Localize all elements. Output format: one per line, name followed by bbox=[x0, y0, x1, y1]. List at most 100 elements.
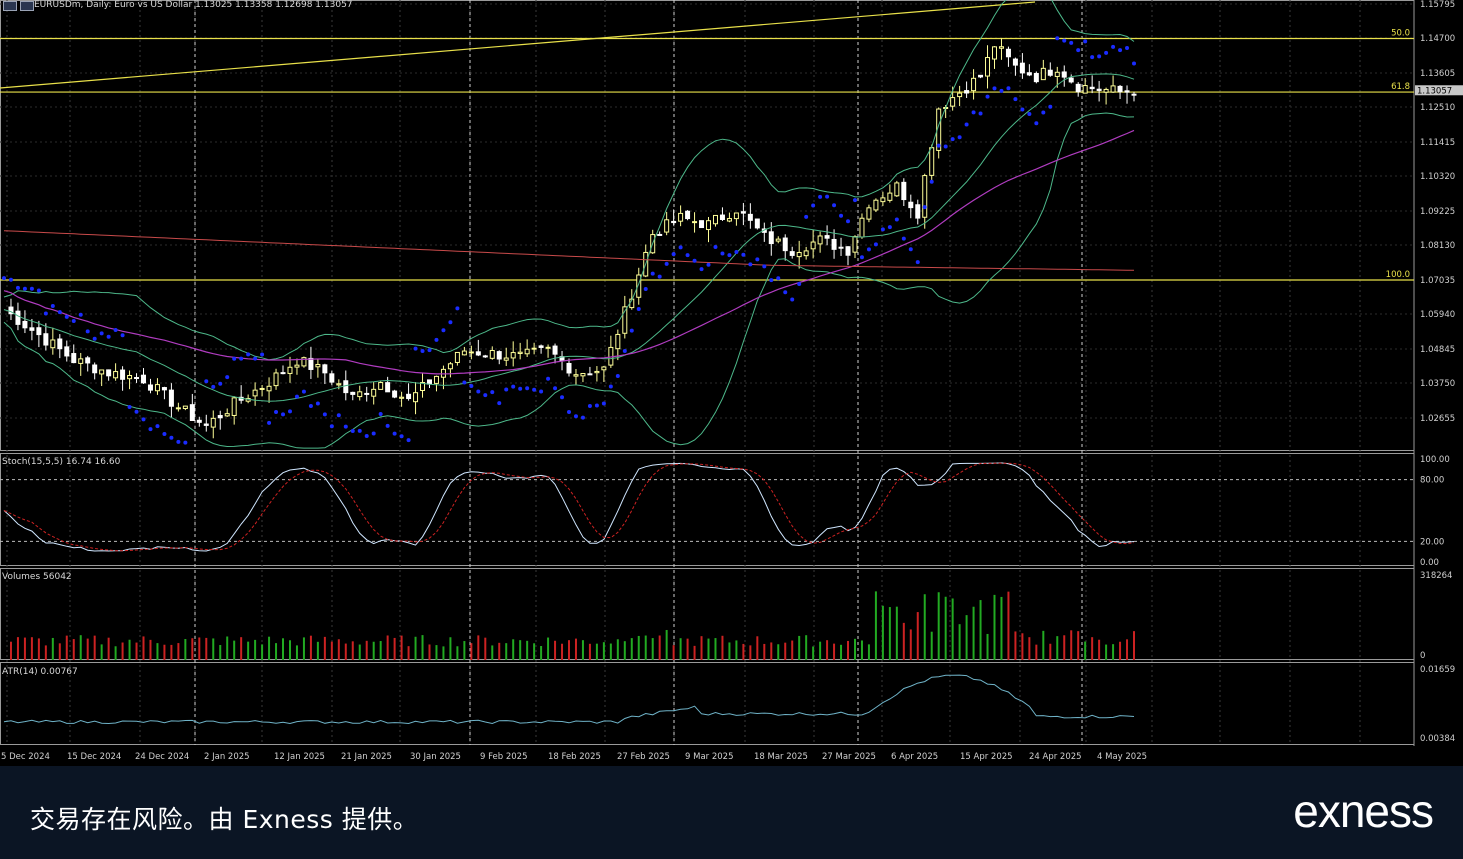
sar-dot bbox=[615, 374, 620, 379]
candle-body bbox=[99, 369, 105, 375]
sar-dot bbox=[504, 387, 509, 392]
sar-dot bbox=[1006, 86, 1011, 91]
sar-dot bbox=[922, 205, 927, 210]
candle-body bbox=[50, 339, 56, 349]
candle-body bbox=[1005, 48, 1011, 58]
candle bbox=[85, 355, 91, 372]
candle-body bbox=[189, 404, 195, 421]
sar-dot bbox=[601, 401, 606, 406]
sar-dot bbox=[294, 394, 299, 399]
candle-body bbox=[364, 392, 370, 395]
candle-body bbox=[531, 347, 537, 350]
sar-dot bbox=[1027, 111, 1032, 116]
chart-window-icon[interactable] bbox=[3, 1, 17, 11]
sar-dot bbox=[364, 433, 369, 438]
candle bbox=[43, 323, 49, 351]
candle-body bbox=[957, 92, 963, 98]
candle-body bbox=[329, 373, 335, 383]
sar-dot bbox=[818, 194, 823, 199]
sar-dot bbox=[413, 346, 418, 351]
sar-dot bbox=[371, 431, 376, 436]
sar-dot bbox=[476, 389, 481, 394]
sar-dot bbox=[511, 384, 516, 389]
symbol-properties-icon[interactable] bbox=[20, 1, 34, 11]
candle bbox=[127, 370, 133, 390]
candle-body bbox=[880, 197, 886, 203]
candle-body bbox=[922, 175, 928, 218]
candle-body bbox=[1103, 88, 1109, 93]
sar-dot bbox=[427, 348, 432, 353]
candle-body bbox=[147, 384, 153, 391]
sar-dot bbox=[329, 424, 334, 429]
candle bbox=[71, 344, 77, 364]
candle bbox=[789, 246, 795, 259]
candle bbox=[141, 368, 147, 384]
candle bbox=[580, 372, 586, 383]
candle-body bbox=[29, 327, 35, 331]
sar-dot bbox=[260, 352, 265, 357]
sar-dot bbox=[748, 262, 753, 267]
sar-dot bbox=[664, 261, 669, 266]
candle bbox=[447, 361, 453, 378]
sar-dot bbox=[1097, 54, 1102, 59]
sar-dot bbox=[113, 327, 118, 332]
candle bbox=[99, 369, 105, 387]
candle bbox=[329, 370, 335, 386]
candle-body bbox=[538, 345, 544, 348]
candle bbox=[1061, 65, 1067, 87]
sar-dot bbox=[762, 264, 767, 269]
sar-dot bbox=[929, 179, 934, 184]
sar-dot bbox=[776, 276, 781, 281]
candle-body bbox=[789, 251, 795, 256]
candle bbox=[1068, 74, 1074, 84]
candle bbox=[733, 212, 739, 226]
candle-body bbox=[831, 238, 837, 250]
sar-dot bbox=[915, 260, 920, 265]
candle bbox=[224, 408, 230, 417]
candle bbox=[175, 402, 181, 412]
candle bbox=[36, 320, 42, 348]
time-axis-label: 24 Dec 2024 bbox=[135, 752, 189, 762]
candle-body bbox=[280, 372, 286, 375]
sar-dot bbox=[399, 434, 404, 439]
candle-body bbox=[719, 214, 725, 220]
price-chart[interactable]: 1.15795 1.14700 1.13605 1.12510 1.11415 1.103… bbox=[0, 0, 1463, 766]
candle-body bbox=[706, 220, 712, 231]
candle-body bbox=[273, 372, 279, 387]
candle-body bbox=[399, 396, 405, 399]
sar-dot bbox=[106, 334, 111, 339]
candle-body bbox=[85, 357, 91, 364]
sar-dot bbox=[873, 242, 878, 247]
sar-dot bbox=[1111, 44, 1116, 49]
sar-dot bbox=[608, 384, 613, 389]
candle-body bbox=[259, 387, 265, 390]
candle-body bbox=[287, 366, 293, 374]
candle bbox=[545, 344, 551, 358]
sar-dot bbox=[546, 376, 551, 381]
candle-body bbox=[657, 233, 663, 236]
candle-body bbox=[726, 218, 732, 222]
candle-body bbox=[475, 351, 481, 356]
candle-body bbox=[106, 369, 112, 377]
candle-body bbox=[971, 77, 977, 92]
sar-dot bbox=[85, 329, 90, 334]
sar-dot bbox=[141, 417, 146, 422]
candle bbox=[294, 358, 300, 375]
price-tick-label: 1.07035 bbox=[1420, 276, 1455, 286]
candle-body bbox=[671, 220, 677, 224]
candle-body bbox=[141, 374, 147, 384]
sar-dot bbox=[78, 312, 83, 317]
candle bbox=[92, 362, 98, 380]
sar-dot bbox=[8, 277, 13, 282]
candle bbox=[901, 178, 907, 206]
time-axis-label: 27 Feb 2025 bbox=[617, 752, 670, 762]
candle bbox=[461, 346, 467, 356]
candle bbox=[1033, 71, 1039, 84]
candle bbox=[664, 211, 670, 236]
candle bbox=[685, 210, 691, 221]
candle bbox=[29, 318, 35, 341]
candle bbox=[50, 327, 56, 355]
time-axis-label: 9 Mar 2025 bbox=[685, 752, 733, 762]
candle-body bbox=[252, 389, 258, 397]
candle bbox=[1075, 82, 1081, 97]
